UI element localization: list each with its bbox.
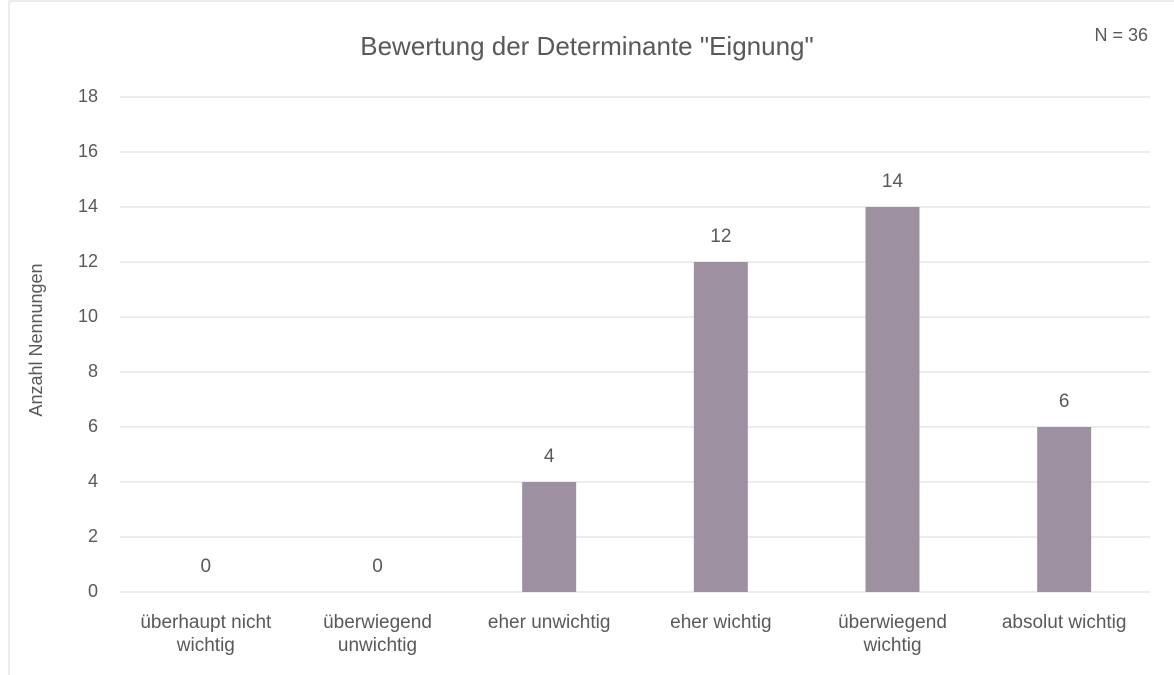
data-label: 4: [544, 446, 555, 467]
y-tick-label: 12: [78, 251, 98, 271]
y-tick-label: 14: [78, 196, 98, 216]
data-label: 14: [882, 171, 904, 192]
bar: [1037, 427, 1092, 592]
y-tick-label: 8: [88, 361, 98, 381]
chart-border: [8, 0, 1174, 675]
y-tick-label: 0: [88, 581, 98, 601]
y-tick-label: 2: [88, 526, 98, 546]
data-label: 0: [372, 556, 383, 577]
y-tick-label: 18: [78, 86, 98, 106]
bar: [693, 262, 748, 592]
data-label: 6: [1059, 391, 1070, 412]
x-tick-label: absolut wichtig: [1001, 612, 1127, 633]
x-tick-label: überwiegend wichtig: [838, 612, 947, 656]
y-tick-label: 16: [78, 141, 98, 161]
bar: [865, 207, 920, 592]
x-tick-label: überwiegend unwichtig: [323, 612, 432, 656]
y-tick-label: 10: [78, 306, 98, 326]
y-axis-label: Anzahl Nennungen: [26, 263, 46, 416]
chart-title: Bewertung der Determinante "Eignung": [360, 31, 814, 61]
y-tick-label: 6: [88, 416, 98, 436]
data-label: 0: [201, 556, 212, 577]
x-tick-label: eher unwichtig: [487, 612, 611, 633]
x-tick-label: überhaupt nicht wichtig: [140, 612, 272, 656]
bar: [522, 482, 577, 592]
y-tick-label: 4: [88, 471, 98, 491]
data-label: 12: [710, 226, 731, 247]
x-tick-label: eher wichtig: [670, 612, 772, 633]
annotation: N = 36: [1094, 25, 1148, 45]
